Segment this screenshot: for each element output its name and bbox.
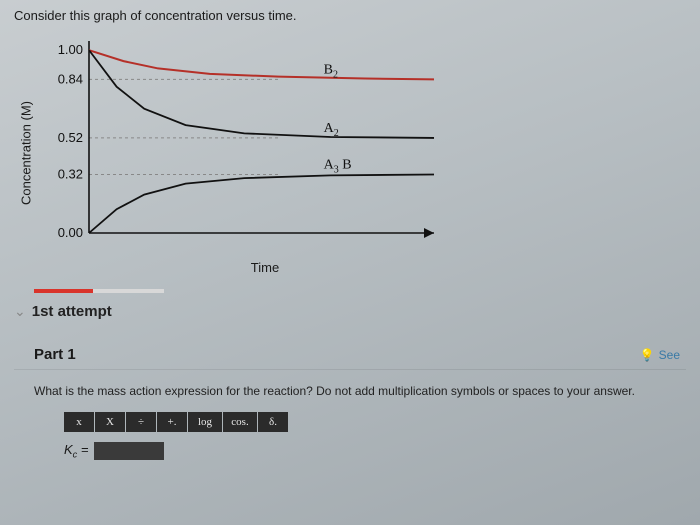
tool-[interactable]: +. xyxy=(157,412,187,432)
tool-x[interactable]: x xyxy=(64,412,94,432)
answer-input[interactable] xyxy=(94,442,164,460)
chart-svg: 0.000.320.520.841.00B2 A2 A3 B xyxy=(34,33,454,263)
see-link[interactable]: 💡 See xyxy=(640,348,680,362)
see-text: See xyxy=(659,348,680,362)
chevron-down-icon[interactable]: ⌄ xyxy=(14,303,26,320)
attempt-label: 1st attempt xyxy=(32,303,112,320)
svg-text:0.52: 0.52 xyxy=(58,130,83,145)
lightbulb-icon: 💡 xyxy=(640,348,655,362)
svg-text:0.32: 0.32 xyxy=(58,166,83,181)
svg-text:0.84: 0.84 xyxy=(58,71,83,86)
y-axis-label: Concentration (M) xyxy=(19,101,34,205)
kc-lhs: Kc = xyxy=(64,442,88,460)
svg-text:A3 B: A3 B xyxy=(324,157,352,175)
svg-text:1.00: 1.00 xyxy=(58,42,83,57)
concentration-chart: Concentration (M) 0.000.320.520.841.00B2… xyxy=(34,33,454,273)
tool-[interactable]: ÷ xyxy=(126,412,156,432)
math-toolbar: xX÷+.logcos.δ. xyxy=(64,412,686,432)
tool-X[interactable]: X xyxy=(95,412,125,432)
progress-fill xyxy=(34,289,93,293)
divider xyxy=(14,369,686,370)
tool-[interactable]: δ. xyxy=(258,412,288,432)
progress-track xyxy=(34,289,164,293)
question-text: What is the mass action expression for t… xyxy=(34,384,686,398)
tool-log[interactable]: log xyxy=(188,412,222,432)
tool-cos[interactable]: cos. xyxy=(223,412,257,432)
part-label: Part 1 xyxy=(34,346,76,363)
x-axis-label: Time xyxy=(251,260,279,275)
svg-text:0.00: 0.00 xyxy=(58,225,83,240)
prompt-text: Consider this graph of concentration ver… xyxy=(14,8,686,23)
